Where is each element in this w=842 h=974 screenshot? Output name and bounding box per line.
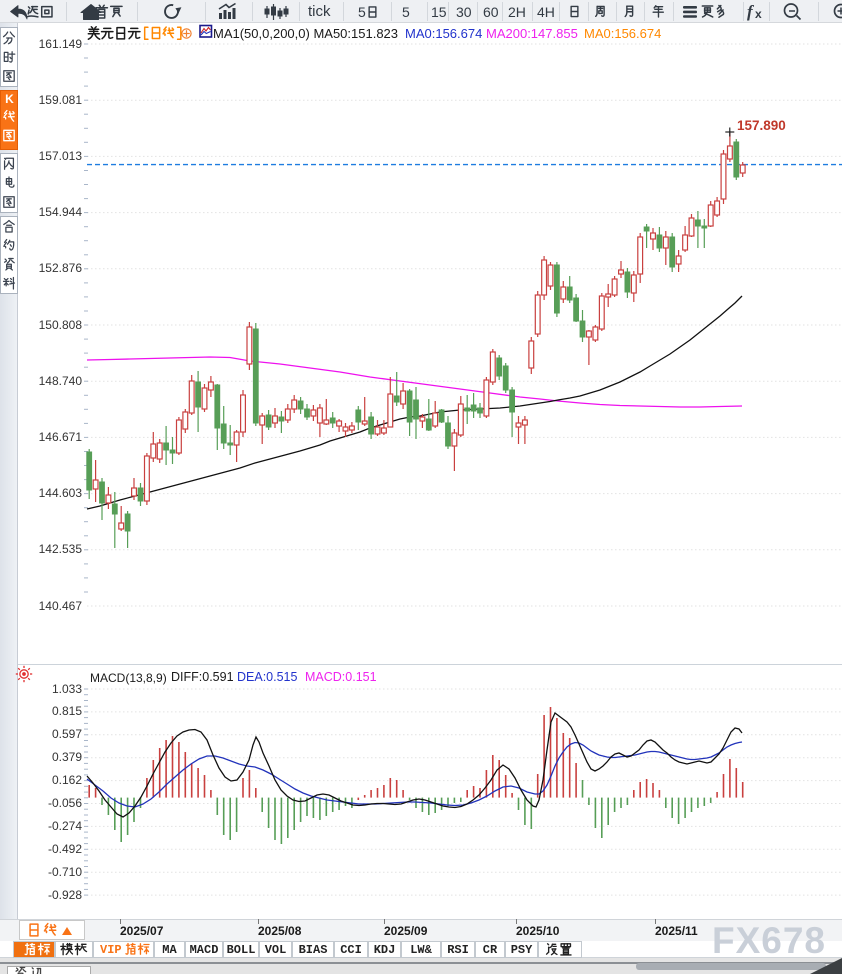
svg-text:f: f: [747, 2, 755, 21]
svg-text:x: x: [755, 7, 762, 21]
